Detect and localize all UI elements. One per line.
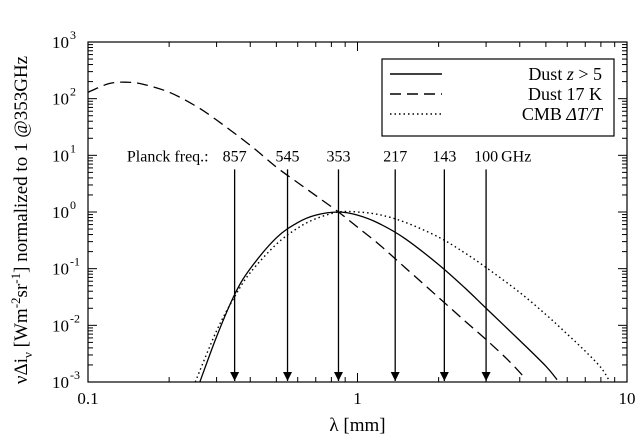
legend-label: Dust 17 K	[528, 84, 602, 104]
series-line-dashed	[88, 81, 526, 380]
y-tick-label: 10	[52, 316, 69, 335]
x-tick-label: 10	[619, 389, 636, 408]
planck-label: Planck freq.:	[127, 148, 209, 165]
y-tick-label: 10	[52, 373, 69, 392]
planck-freq-label-217: 217	[383, 148, 407, 165]
planck-freq-label-143: 143	[432, 148, 456, 165]
legend-label: CMB ΔT/T	[522, 104, 604, 124]
x-tick-label: 0.1	[77, 389, 98, 408]
y-tick-exponent: -2	[70, 311, 80, 325]
series-layer	[88, 81, 610, 382]
series-line-dotted	[194, 210, 610, 382]
planck-freq-label-100: 100	[474, 148, 498, 165]
y-tick-exponent: 3	[70, 28, 76, 42]
x-axis-label: λ [mm]	[329, 415, 385, 436]
y-axis-label: νΔiν [Wm-2sr-1] normalized to 1 @353GHz	[8, 56, 35, 384]
legend-label: Dust z > 5	[528, 64, 602, 84]
planck-freq-label-857: 857	[223, 148, 247, 165]
y-tick-exponent: -3	[70, 368, 80, 382]
y-tick-exponent: 2	[70, 85, 76, 99]
planck-freq-label-353: 353	[326, 148, 350, 165]
y-tick-label: 10	[52, 33, 69, 52]
planck-unit-label: GHz	[501, 148, 531, 165]
y-tick-exponent: 0	[70, 198, 76, 212]
y-tick-label: 10	[52, 90, 69, 109]
series-line-solid	[199, 211, 558, 382]
y-tick-exponent: 1	[70, 141, 76, 155]
y-tick-exponent: -1	[70, 255, 80, 269]
y-tick-label: 10	[52, 203, 69, 222]
y-tick-label: 10	[52, 260, 69, 279]
planck-freq-label-545: 545	[276, 148, 300, 165]
legend-box	[381, 58, 615, 137]
x-tick-label: 1	[353, 389, 362, 408]
y-tick-label: 10	[52, 146, 69, 165]
tick-layer	[87, 42, 627, 383]
arrow-layer: 857 545 353 217 143 100 Planck freq.: GHz	[127, 148, 531, 381]
